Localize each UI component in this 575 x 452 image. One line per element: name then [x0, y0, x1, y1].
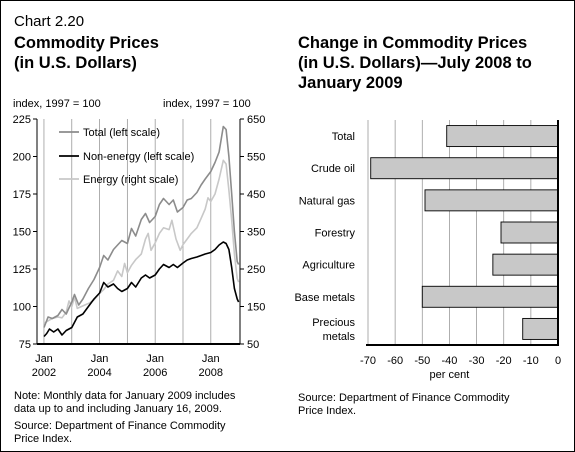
bar — [522, 317, 559, 340]
note-line: data up to and including January 16, 200… — [14, 403, 222, 415]
bar — [424, 189, 559, 212]
left-title-line: Commodity Prices — [14, 34, 159, 52]
source-line: Price Index. — [14, 433, 73, 445]
x-tick-label: 2002 — [32, 367, 56, 379]
right-title-line: January 2009 — [298, 74, 403, 92]
x-tick-label: -70 — [360, 355, 376, 367]
x-tick-label: 2008 — [199, 367, 223, 379]
bar — [492, 253, 559, 276]
x-tick-label: -50 — [414, 355, 430, 367]
line-chart: index, 1997 = 100 index, 1997 = 100 75 100 1… — [13, 98, 266, 379]
right-y-tick-label: 250 — [247, 264, 265, 276]
right-y-tick-label: 350 — [247, 227, 265, 239]
legend-label: Total (left scale) — [83, 127, 160, 139]
left-y-tick-label: 150 — [13, 227, 31, 239]
bar-chart: Total Crude oil Natural gas Forestry Agricul… — [294, 120, 561, 381]
series-line-0 — [43, 125, 240, 328]
left-y-tick-label: 200 — [13, 152, 31, 164]
left-title-line: (in U.S. Dollars) — [14, 54, 137, 72]
category-label: Total — [332, 131, 355, 143]
left-y-tick-label: 175 — [13, 189, 31, 201]
x-tick-label: Jan — [91, 353, 109, 365]
source-line: Price Index. — [298, 405, 357, 417]
source-line: Source: Department of Finance Commodity — [14, 420, 226, 432]
category-label: Forestry — [315, 228, 356, 240]
x-tick-label: 2004 — [87, 367, 111, 379]
right-source: Source: Department of Finance Commodity … — [298, 392, 510, 418]
bar — [500, 221, 559, 244]
bar — [446, 125, 559, 148]
category-label: Agriculture — [302, 260, 355, 272]
x-tick-label: Jan — [146, 353, 164, 365]
category-label: Crude oil — [311, 163, 355, 175]
legend-label: Energy (right scale) — [83, 174, 178, 186]
series-line-2 — [43, 159, 240, 325]
left-y-tick-label: 75 — [19, 339, 31, 351]
series-line-1 — [43, 241, 240, 338]
right-y-tick-label: 450 — [247, 189, 265, 201]
right-y-tick-label: 50 — [247, 339, 259, 351]
right-y-tick-label: 150 — [247, 302, 265, 314]
category-label: Precious — [312, 317, 355, 329]
x-tick-label: Jan — [202, 353, 220, 365]
left-y-tick-label: 100 — [13, 302, 31, 314]
x-tick-label: -60 — [387, 355, 403, 367]
left-note: Note: Monthly data for January 2009 incl… — [14, 390, 235, 416]
left-source: Source: Department of Finance Commodity … — [14, 420, 226, 446]
chart-number: Chart 2.20 — [14, 13, 85, 30]
legend-label: Non-energy (left scale) — [83, 151, 194, 163]
right-title-line: Change in Commodity Prices — [298, 34, 528, 52]
category-label: Base metals — [294, 292, 355, 304]
x-tick-label: -20 — [496, 355, 512, 367]
right-chart-title: Change in Commodity Prices (in U.S. Doll… — [298, 33, 532, 93]
right-y-tick-label: 650 — [247, 114, 265, 126]
x-tick-label: 0 — [555, 355, 561, 367]
x-tick-label: -40 — [441, 355, 457, 367]
x-tick-label: 2006 — [143, 367, 167, 379]
right-title-line: (in U.S. Dollars)—July 2008 to — [298, 54, 532, 72]
left-chart-title: Commodity Prices (in U.S. Dollars) — [14, 33, 159, 73]
bar — [370, 157, 559, 180]
category-label: metals — [323, 331, 356, 343]
x-tick-label: -10 — [523, 355, 539, 367]
right-y-tick-label: 550 — [247, 152, 265, 164]
category-label: Natural gas — [299, 195, 356, 207]
note-line: Note: Monthly data for January 2009 incl… — [14, 390, 236, 402]
right-axis-label: index, 1997 = 100 — [163, 98, 251, 110]
left-y-tick-label: 225 — [13, 114, 31, 126]
left-y-tick-label: 125 — [13, 264, 31, 276]
source-line: Source: Department of Finance Commodity — [298, 392, 510, 404]
x-tick-label: Jan — [35, 353, 53, 365]
x-tick-label: -30 — [469, 355, 485, 367]
x-axis-label: per cent — [430, 369, 470, 381]
bar — [421, 285, 559, 308]
left-axis-label: index, 1997 = 100 — [13, 98, 101, 110]
